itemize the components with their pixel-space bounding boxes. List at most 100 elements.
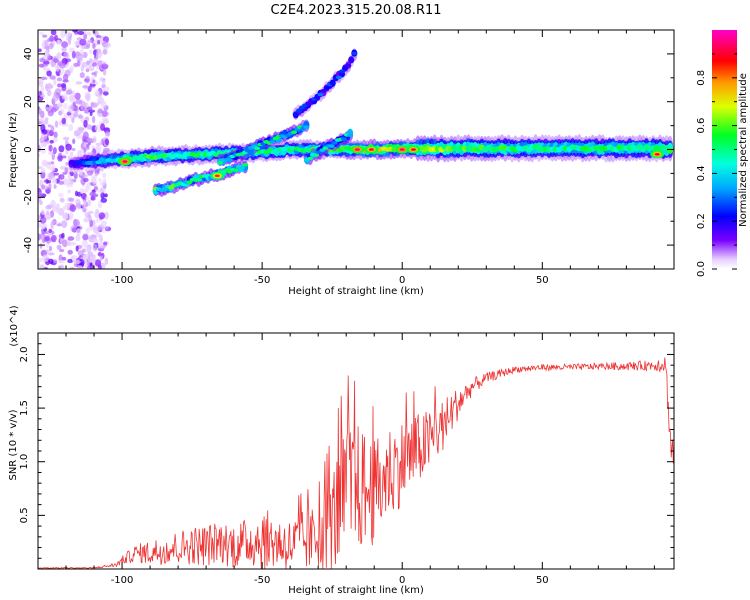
noise-speck [104, 257, 109, 265]
noise-speck [98, 242, 104, 249]
noise-speck [56, 223, 62, 227]
noise-speck [79, 72, 85, 79]
noise-speck [58, 145, 65, 153]
noise-speck [101, 220, 107, 227]
noise-speck [83, 102, 89, 108]
noise-speck [38, 107, 42, 115]
x-tick-label: -100 [111, 575, 134, 586]
noise-speck [85, 183, 92, 190]
noise-speck [48, 183, 52, 191]
noise-speck [61, 93, 68, 100]
noise-speck [75, 99, 83, 105]
branch-cell [242, 163, 249, 167]
noise-speck [62, 73, 69, 82]
spectrogram-heatmap [38, 30, 674, 269]
noise-speck [91, 116, 96, 124]
x-tick-label: 50 [536, 575, 549, 586]
noise-speck [81, 239, 88, 248]
noise-speck [39, 31, 44, 35]
noise-speck [50, 199, 56, 208]
noise-speck [102, 68, 107, 76]
noise-speck [76, 59, 81, 67]
noise-speck [44, 212, 52, 220]
noise-speck [53, 178, 57, 185]
noise-speck [60, 30, 66, 38]
snr-x-axis: -100 -50 0 50 [37, 333, 655, 586]
noise-speck [48, 151, 55, 155]
noise-speck [40, 234, 45, 241]
noise-speck [55, 65, 60, 72]
noise-speck [61, 84, 67, 92]
y-tick-label: 40 [23, 48, 34, 61]
branch-cell [345, 63, 352, 68]
x-tick-label: 50 [536, 275, 549, 286]
noise-speck [56, 39, 60, 46]
noise-speck [97, 108, 103, 114]
y-tick-label: 0.5 [19, 507, 30, 523]
snr-background [38, 333, 674, 569]
noise-speck [38, 153, 41, 158]
noise-speck [47, 252, 55, 256]
noise-speck [56, 53, 61, 60]
branch-cell [339, 69, 345, 74]
noise-speck [97, 200, 103, 209]
noise-speck [38, 257, 44, 263]
noise-speck [92, 79, 96, 83]
noise-speck [89, 191, 96, 197]
branch-cell [335, 75, 342, 80]
noise-speck [40, 167, 46, 173]
noise-speck [41, 184, 45, 190]
noise-speck [99, 255, 103, 261]
noise-speck [39, 216, 47, 224]
noise-speck [87, 210, 94, 214]
branch-cell [269, 140, 276, 144]
colorbar-tick-label: 0.4 [696, 165, 707, 181]
noise-speck [39, 264, 45, 269]
noise-speck [61, 117, 67, 125]
noise-speck [82, 131, 89, 140]
noise-speck [52, 137, 58, 143]
snr-series-line [38, 357, 674, 569]
branch-cell [348, 58, 355, 62]
noise-speck [46, 70, 52, 77]
noise-speck [64, 31, 71, 38]
noise-speck [49, 75, 56, 80]
noise-speck [104, 138, 109, 146]
noise-speck [70, 105, 75, 110]
noise-speck [38, 261, 41, 269]
noise-speck [105, 42, 111, 48]
branch-cell [331, 141, 338, 145]
noise-speck [72, 30, 78, 33]
noise-speck [89, 83, 96, 87]
noise-speck [67, 236, 75, 241]
branch-cell [226, 158, 233, 162]
noise-speck [61, 47, 67, 52]
noise-speck [48, 228, 52, 234]
noise-speck [45, 117, 49, 121]
noise-speck [90, 195, 95, 201]
noise-speck [45, 205, 52, 210]
noise-speck [85, 68, 90, 73]
spectrogram-plot: -100 -50 0 50 -40 -20 0 20 40 Height of straigh… [8, 29, 675, 297]
noise-speck [90, 101, 95, 107]
noise-speck [73, 111, 79, 118]
noise-speck [56, 209, 63, 214]
noise-speck [102, 49, 108, 55]
branch-cell [323, 86, 330, 90]
noise-speck [48, 144, 53, 152]
noise-speck [87, 137, 93, 143]
noise-speck [53, 259, 58, 264]
noise-speck [50, 30, 57, 36]
branch-cell [186, 180, 193, 185]
noise-speck [104, 211, 109, 220]
y-tick-label: 2.0 [19, 347, 30, 363]
branch-cell [161, 187, 168, 192]
noise-speck [49, 35, 54, 42]
noise-speck [82, 85, 89, 89]
noise-speck [67, 189, 72, 194]
noise-speck [62, 205, 67, 211]
noise-speck [71, 227, 77, 233]
noise-speck [41, 76, 46, 81]
colorbar-label: Normalized spectral amplitude [738, 73, 749, 227]
noise-speck [47, 82, 53, 90]
